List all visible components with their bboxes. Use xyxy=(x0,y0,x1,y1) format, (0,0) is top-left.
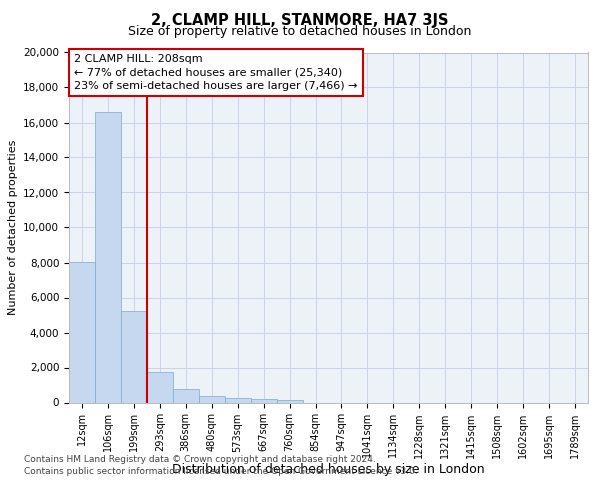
Bar xyxy=(199,396,224,402)
Bar xyxy=(69,262,95,402)
Bar xyxy=(225,398,251,402)
Bar xyxy=(121,310,147,402)
Text: Size of property relative to detached houses in London: Size of property relative to detached ho… xyxy=(128,25,472,38)
Bar xyxy=(95,112,121,403)
X-axis label: Distribution of detached houses by size in London: Distribution of detached houses by size … xyxy=(172,464,485,476)
Bar xyxy=(147,372,173,402)
Bar xyxy=(277,400,302,402)
Bar xyxy=(251,400,277,402)
Text: 2, CLAMP HILL, STANMORE, HA7 3JS: 2, CLAMP HILL, STANMORE, HA7 3JS xyxy=(151,12,449,28)
Text: 2 CLAMP HILL: 208sqm
← 77% of detached houses are smaller (25,340)
23% of semi-d: 2 CLAMP HILL: 208sqm ← 77% of detached h… xyxy=(74,54,358,90)
Text: Contains public sector information licensed under the Open Government Licence v3: Contains public sector information licen… xyxy=(24,468,418,476)
Text: Contains HM Land Registry data © Crown copyright and database right 2024.: Contains HM Land Registry data © Crown c… xyxy=(24,455,376,464)
Bar xyxy=(173,390,199,402)
Y-axis label: Number of detached properties: Number of detached properties xyxy=(8,140,17,315)
